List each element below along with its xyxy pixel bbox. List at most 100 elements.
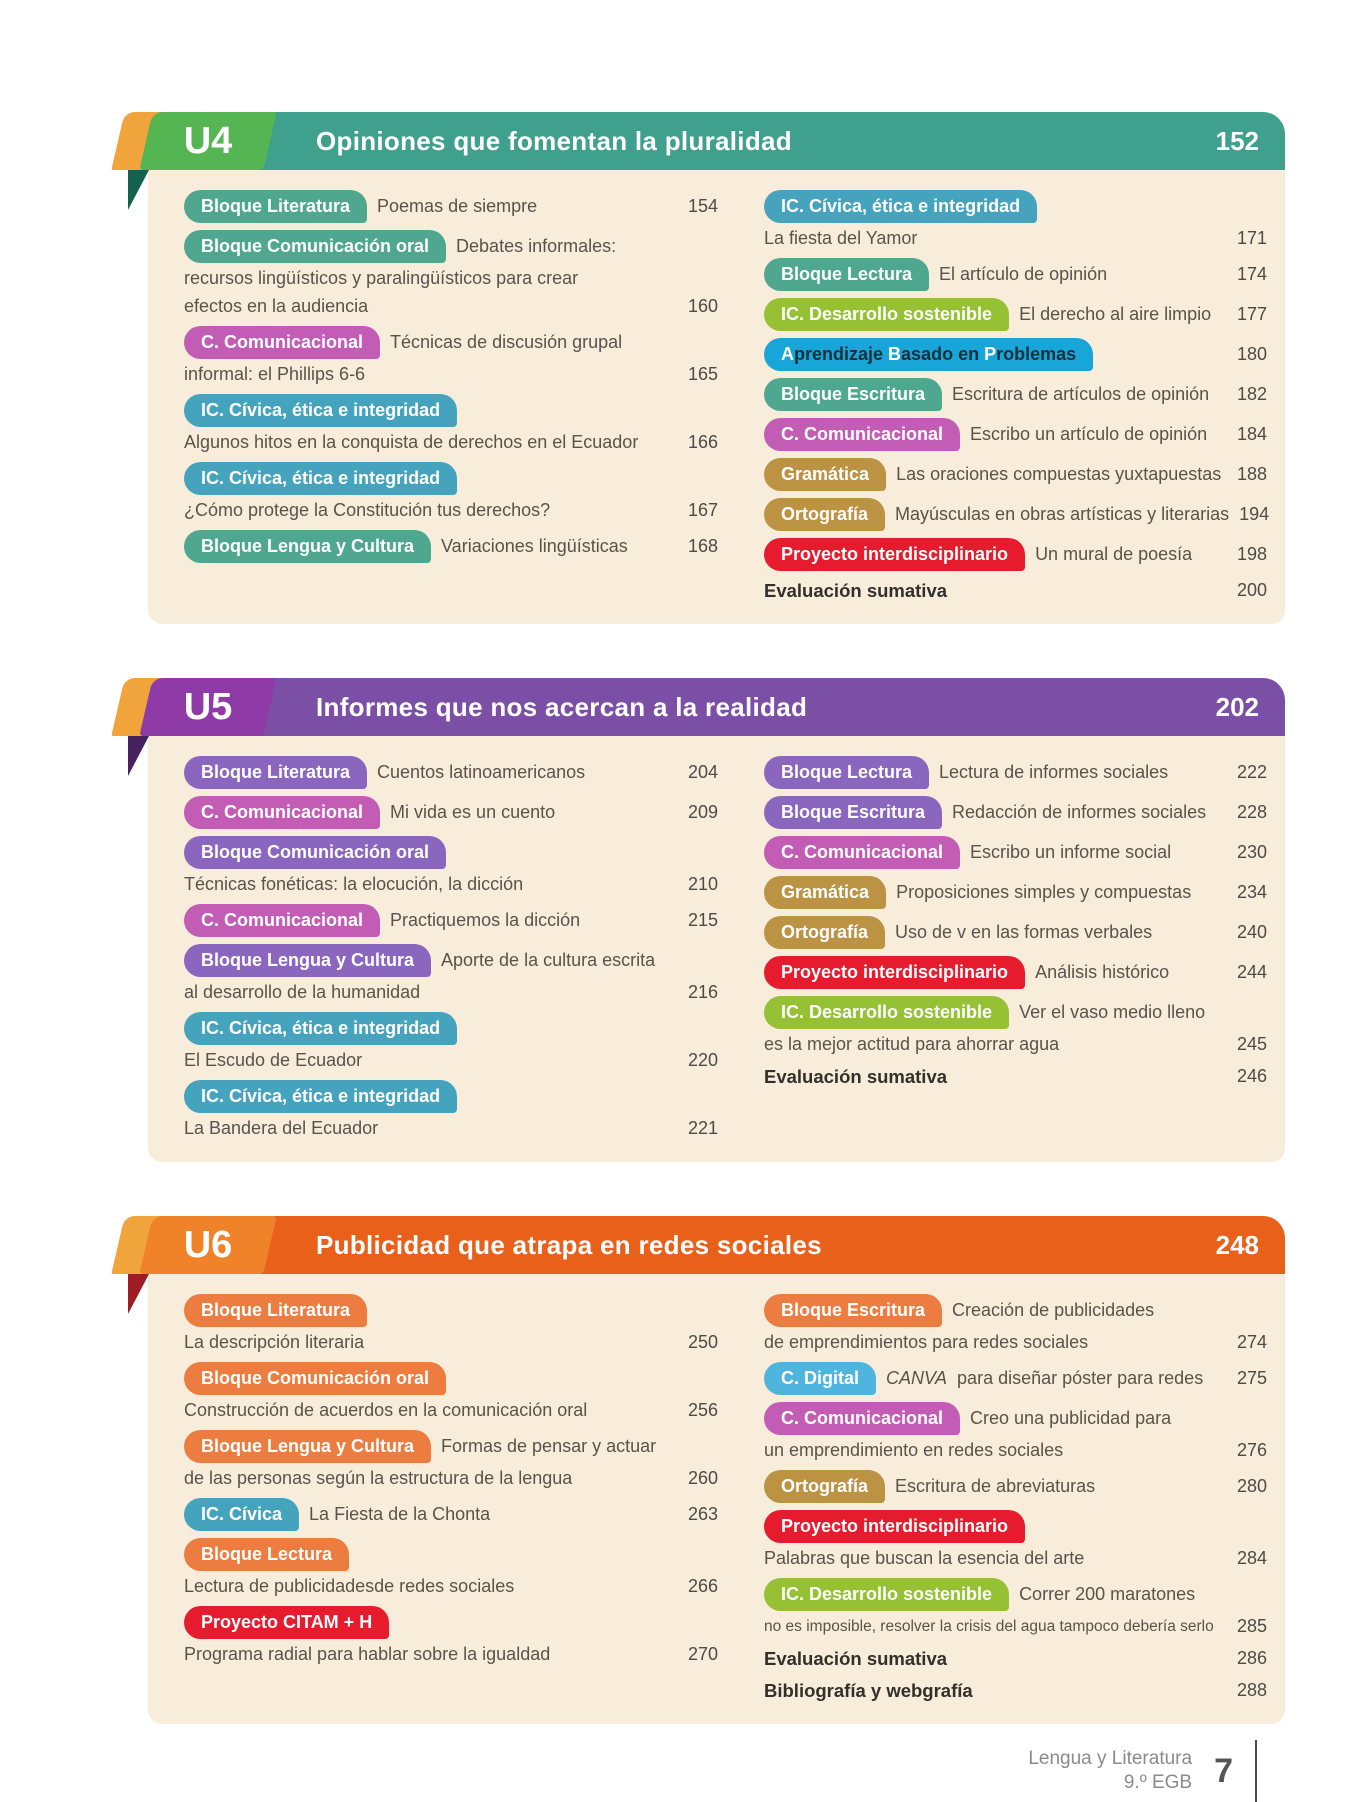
topic-badge: IC. Cívica [184, 1497, 300, 1531]
topic-badge: Bloque Lengua y Cultura [184, 529, 432, 563]
unit-title: Opiniones que fomentan la pluralidad [316, 125, 792, 156]
unit-header: Publicidad que atrapa en redes sociales 2… [111, 1216, 1285, 1314]
unit-start-page: 202 [1215, 691, 1259, 722]
page-number: 184 [1236, 423, 1267, 444]
toc-entry: IC. Cívica, ética e integridad La fiesta … [764, 188, 1267, 252]
toc-line: C. Comunicacional Técnicas de discusión g… [184, 324, 718, 360]
entry-text: Algunos hitos en la conquista de derecho… [184, 431, 639, 452]
entry-text: Escribo un artículo de opinión [970, 423, 1208, 444]
footer-rule [1255, 1740, 1257, 1802]
topic-badge: Bloque Comunicación oral [184, 1361, 447, 1395]
toc-entry: IC. Cívica La Fiesta de la Chonta 263 [184, 1496, 718, 1532]
toc-line: Proyecto interdisciplinario Análisis hist… [764, 954, 1267, 990]
entry-text: de las personas según la estructura de l… [184, 1467, 573, 1488]
entry-text: un emprendimiento en redes sociales [764, 1439, 1064, 1460]
toc-entry: Proyecto CITAM + H Programa radial para h… [184, 1604, 718, 1668]
abp-initial: B [888, 343, 902, 364]
toc-line: IC. Cívica La Fiesta de la Chonta 263 [184, 1496, 718, 1532]
page-number: 215 [687, 909, 718, 930]
toc-line: Bloque Escritura Creación de publicidades [764, 1292, 1267, 1328]
toc-line: La fiesta del Yamor 171 [764, 224, 1267, 252]
toc-line: Bloque Lengua y Cultura Variaciones lingü… [184, 528, 718, 564]
entry-text: ¿Cómo protege la Constitución tus derech… [184, 499, 551, 520]
toc-line: El Escudo de Ecuador 220 [184, 1046, 718, 1074]
toc-line: Evaluación sumativa 200 [764, 576, 1267, 604]
toc-entry: Gramática Proposiciones simples y compues… [764, 874, 1267, 910]
toc-entry: C. Comunicacional Practiquemos la dicción… [184, 902, 718, 938]
toc-line: Gramática Proposiciones simples y compues… [764, 874, 1267, 910]
topic-badge: Ortografía [764, 497, 886, 531]
entry-text: Redacción de informes sociales [952, 801, 1207, 822]
toc-column-left: Bloque Literatura La descripción literari… [184, 1292, 718, 1708]
toc-entry: Bloque Comunicación oral Debates informal… [184, 228, 718, 320]
unit-section-u5: Informes que nos acercan a la realidad 20… [111, 678, 1285, 1162]
toc-line: Bloque Lectura [184, 1536, 718, 1572]
toc-line: Algunos hitos en la conquista de derecho… [184, 428, 718, 456]
toc-entry: Ortografía Uso de v en las formas verbale… [764, 914, 1267, 950]
topic-badge: Bloque Escritura [764, 1293, 943, 1327]
page-number: 228 [1236, 801, 1267, 822]
unit-tab-label: U4 [183, 120, 233, 162]
entry-text: Programa radial para hablar sobre la igu… [184, 1643, 551, 1664]
entry-text: La Fiesta de la Chonta [309, 1503, 491, 1524]
toc-entry: Ortografía Escritura de abreviaturas 280 [764, 1468, 1267, 1504]
unit-tab: U6 [139, 1216, 277, 1274]
page-number: 209 [687, 801, 718, 822]
unit-tab-label: U5 [183, 686, 233, 728]
toc-column-right: IC. Cívica, ética e integridad La fiesta … [764, 188, 1270, 608]
topic-badge: C. Comunicacional [764, 417, 961, 451]
book-title-block: Lengua y Literatura 9.º EGB [1028, 1747, 1192, 1795]
page-number: 194 [1239, 503, 1270, 524]
toc-entry: Bloque Lectura Lectura de informes social… [764, 754, 1267, 790]
toc-line: C. Comunicacional Mi vida es un cuento 209 [184, 794, 718, 830]
page-number: 276 [1236, 1439, 1267, 1460]
entry-text: es la mejor actitud para ahorrar agua [764, 1033, 1060, 1054]
toc-line: Bloque Literatura [184, 1292, 718, 1328]
toc-entry: Bloque Literatura La descripción literari… [184, 1292, 718, 1356]
topic-badge: C. Comunicacional [184, 325, 381, 359]
toc-entry: IC. Desarrollo sostenible El derecho al a… [764, 296, 1267, 332]
entry-text: Lectura de informes sociales [939, 761, 1169, 782]
toc-line: IC. Desarrollo sostenible El derecho al a… [764, 296, 1267, 332]
toc-line: IC. Cívica, ética e integridad [184, 460, 718, 496]
topic-badge: Bloque Comunicación oral [184, 229, 447, 263]
toc-entry: IC. Cívica, ética e integridad ¿Cómo prot… [184, 460, 718, 524]
entry-text: Poemas de siempre [377, 195, 538, 216]
toc-line: Evaluación sumativa 246 [764, 1062, 1267, 1090]
page-number: 182 [1236, 383, 1267, 404]
page-number: 274 [1236, 1331, 1267, 1352]
toc-line: La Bandera del Ecuador 221 [184, 1114, 718, 1142]
topic-badge: Bloque Escritura [764, 377, 943, 411]
toc-line: C. Comunicacional Escribo un artículo de … [764, 416, 1267, 452]
topic-badge: Bloque Lectura [764, 755, 930, 789]
toc-line: Bloque Lengua y Cultura Aporte de la cult… [184, 942, 718, 978]
book-grade: 9.º EGB [1123, 1772, 1193, 1793]
toc-line: Bloque Lectura Lectura de informes social… [764, 754, 1267, 790]
page-number: 234 [1236, 881, 1267, 902]
unit-contents: Bloque Literatura Cuentos latinoamericano… [148, 736, 1285, 1162]
unit-section-u6: Publicidad que atrapa en redes sociales 2… [111, 1216, 1285, 1724]
page-number: 256 [687, 1399, 718, 1420]
page-number: 288 [1236, 1679, 1267, 1700]
toc-line: Proyecto CITAM + H [184, 1604, 718, 1640]
toc-entry: C. Comunicacional Escribo un artículo de … [764, 416, 1267, 452]
toc-entry: C. Comunicacional Mi vida es un cuento 209 [184, 794, 718, 830]
toc-line: Ortografía Escritura de abreviaturas 280 [764, 1468, 1267, 1504]
unit-tab-label: U6 [183, 1224, 233, 1266]
page-number: 240 [1236, 921, 1267, 942]
topic-badge: IC. Cívica, ética e integridad [764, 189, 1038, 223]
toc-line: La descripción literaria 250 [184, 1328, 718, 1356]
toc-entry: Bloque Lectura Lectura de publicidadesde … [184, 1536, 718, 1600]
unit-tab: U4 [139, 112, 277, 170]
entry-text: Construcción de acuerdos en la comunicac… [184, 1399, 588, 1420]
unit-contents: Bloque Literatura Poemas de siempre 154 Blo… [148, 170, 1285, 624]
topic-badge: IC. Desarrollo sostenible [764, 1577, 1010, 1611]
page-number: 160 [687, 295, 718, 316]
topic-badge: Bloque Lengua y Cultura [184, 1429, 432, 1463]
page-number: 210 [687, 873, 718, 894]
toc-entry: IC. Cívica, ética e integridad El Escudo … [184, 1010, 718, 1074]
topic-badge: Bloque Escritura [764, 795, 943, 829]
page-number: 154 [687, 195, 718, 216]
toc-line: Programa radial para hablar sobre la igu… [184, 1640, 718, 1668]
